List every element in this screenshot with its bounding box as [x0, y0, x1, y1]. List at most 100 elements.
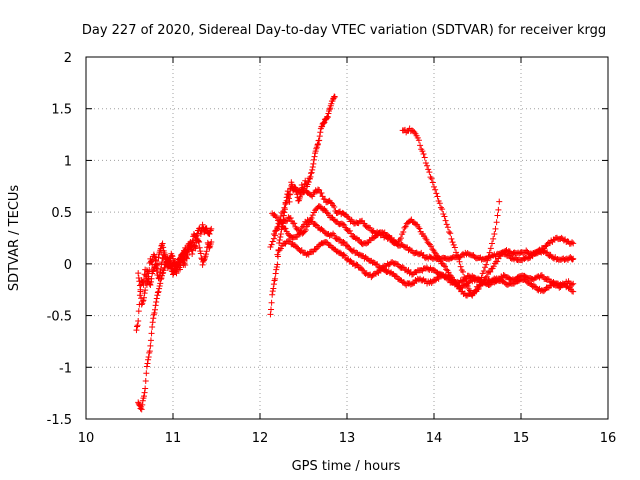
- data-point: [296, 187, 303, 194]
- data-point: [432, 186, 439, 193]
- data-point: [150, 315, 157, 322]
- data-point: [149, 324, 156, 331]
- data-point: [367, 225, 374, 232]
- data-point: [429, 179, 436, 186]
- data-point: [268, 299, 275, 306]
- data-point: [200, 257, 207, 264]
- data-point: [204, 239, 211, 246]
- data-point: [268, 306, 275, 313]
- data-point: [476, 282, 483, 289]
- data-point: [569, 281, 576, 288]
- data-point: [331, 93, 338, 100]
- data-point: [276, 237, 283, 244]
- data-point: [457, 263, 464, 270]
- data-point: [340, 251, 347, 258]
- data-point: [316, 133, 323, 140]
- data-point: [179, 252, 186, 259]
- series-s3: [135, 250, 189, 413]
- data-point: [490, 235, 497, 242]
- data-point: [157, 266, 164, 273]
- data-point: [144, 268, 151, 275]
- data-point: [143, 267, 150, 274]
- data-point: [160, 244, 167, 251]
- data-point: [433, 252, 440, 259]
- data-point: [415, 137, 422, 144]
- data-point: [283, 197, 290, 204]
- data-point: [492, 225, 499, 232]
- data-point: [308, 169, 315, 176]
- data-point: [312, 221, 319, 228]
- data-point: [159, 270, 166, 277]
- data-point: [142, 385, 149, 392]
- data-point: [469, 292, 476, 299]
- y-tick-label: -1.5: [47, 413, 72, 428]
- data-point: [395, 238, 402, 245]
- data-point: [308, 170, 315, 177]
- data-point: [431, 183, 437, 190]
- data-point: [302, 177, 309, 184]
- data-point: [156, 283, 163, 290]
- data-point: [477, 279, 484, 286]
- data-point: [456, 258, 463, 265]
- data-point: [141, 294, 147, 301]
- data-point: [443, 221, 450, 228]
- data-point: [433, 190, 440, 197]
- data-point: [141, 290, 148, 297]
- data-point: [141, 389, 148, 396]
- data-point: [485, 253, 492, 260]
- chart-title: Day 227 of 2020, Sidereal Day-to-day VTE…: [82, 23, 606, 38]
- data-point: [531, 283, 538, 290]
- data-point: [158, 259, 165, 266]
- data-point: [273, 227, 280, 234]
- data-point: [274, 261, 281, 268]
- data-point: [149, 268, 156, 275]
- data-point: [277, 233, 284, 240]
- data-point: [339, 221, 346, 228]
- data-point: [341, 252, 348, 259]
- x-tick-label: 15: [513, 431, 530, 446]
- data-point: [168, 252, 175, 259]
- data-point: [326, 106, 333, 113]
- data-point: [153, 299, 160, 306]
- data-point: [155, 288, 162, 295]
- data-point: [331, 232, 338, 239]
- data-point: [181, 256, 188, 263]
- data-point: [147, 337, 154, 344]
- data-point: [267, 311, 274, 318]
- data-point: [199, 221, 206, 228]
- data-point: [494, 212, 501, 219]
- x-axis-label: GPS time / hours: [292, 459, 401, 474]
- data-point: [428, 243, 435, 250]
- data-point: [347, 257, 354, 264]
- data-point: [161, 265, 168, 272]
- data-point: [314, 141, 321, 148]
- data-point: [135, 308, 142, 315]
- data-point: [483, 261, 490, 268]
- data-point: [183, 255, 190, 262]
- data-point: [184, 251, 191, 258]
- data-point: [182, 261, 189, 268]
- data-point: [173, 270, 180, 277]
- data-point: [455, 254, 462, 261]
- data-point: [138, 406, 145, 413]
- x-tick-label: 10: [78, 431, 95, 446]
- data-point: [197, 250, 204, 257]
- data-point: [431, 249, 438, 256]
- data-point: [278, 226, 285, 233]
- y-tick-label: -1: [59, 361, 72, 376]
- y-tick-label: 1.5: [51, 103, 72, 118]
- data-point: [196, 238, 203, 245]
- data-point: [346, 227, 353, 234]
- data-point: [417, 142, 424, 149]
- data-point: [311, 153, 318, 160]
- data-point: [269, 291, 276, 298]
- data-point: [149, 319, 156, 326]
- data-point: [135, 318, 142, 325]
- data-point: [344, 242, 350, 249]
- data-point: [328, 100, 335, 107]
- data-point: [291, 220, 298, 227]
- data-point: [307, 173, 314, 180]
- data-point: [163, 260, 170, 267]
- data-point: [269, 288, 276, 295]
